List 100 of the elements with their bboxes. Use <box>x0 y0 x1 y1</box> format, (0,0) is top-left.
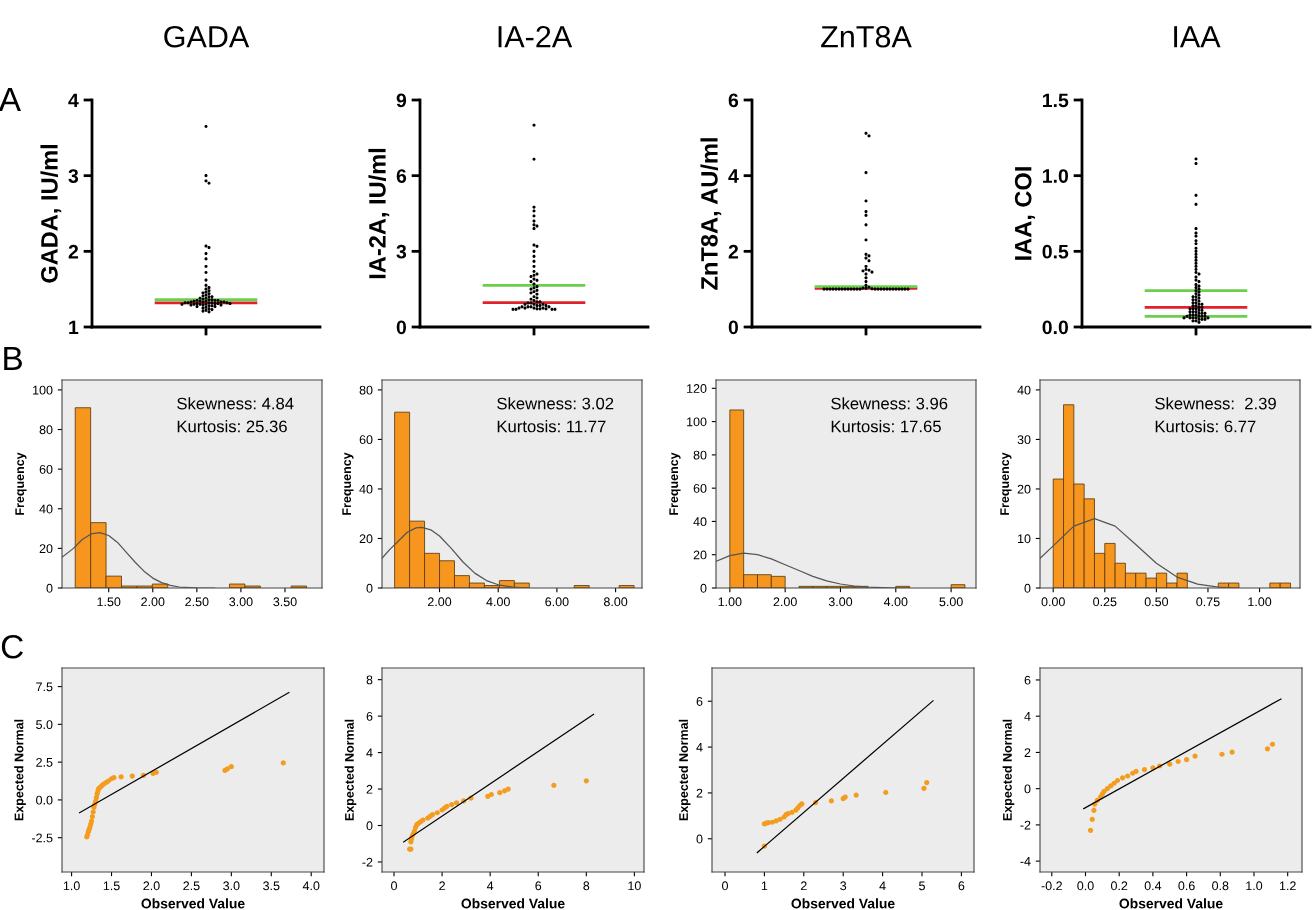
y-tick-label: 0 <box>1024 583 1031 593</box>
x-tick-label: 3.00 <box>828 597 853 607</box>
y-tick-label: 20 <box>359 534 373 544</box>
y-tick-label: 4 <box>1024 712 1031 721</box>
y-tick-label: 2.5 <box>36 757 53 767</box>
x-tick-label: 1 <box>761 881 768 891</box>
y-axis-title: Frequency <box>1000 452 1012 515</box>
y-axis-title: Expected Normal <box>678 719 691 821</box>
chart-title: C <box>1 634 23 659</box>
chart-title: ZnT8A <box>821 25 912 48</box>
y-axis-title: ZnT8A, AU/ml <box>700 138 722 290</box>
y-tick-label: 80 <box>39 425 53 435</box>
x-tick-label: 0.0 <box>1077 881 1094 891</box>
y-tick-label: 5.0 <box>36 720 53 730</box>
y-tick-label: -2.5 <box>31 833 53 843</box>
y-tick-label: -4 <box>1020 857 1031 866</box>
x-tick-label: 6.00 <box>545 597 569 607</box>
y-tick-label: 80 <box>359 385 373 395</box>
y-tick-label: 3 <box>68 169 79 183</box>
x-tick-label: 4 <box>879 881 886 891</box>
x-tick-label: 8 <box>583 881 590 891</box>
y-tick-label: 0 <box>700 583 707 593</box>
x-tick-label: 2.00 <box>427 597 452 607</box>
y-tick-label: 2 <box>1024 748 1031 757</box>
x-tick-label: 2.00 <box>141 597 165 607</box>
x-tick-label: 1.0 <box>1246 881 1263 891</box>
y-axis-title: Frequency <box>15 452 27 515</box>
x-tick-label: 4.00 <box>486 597 510 607</box>
y-tick-label: 2 <box>728 244 739 259</box>
annotation: Kurtosis: 6.77 <box>1155 420 1256 433</box>
y-tick-label: 0.0 <box>1042 320 1069 335</box>
x-tick-label: 1.5 <box>103 881 120 891</box>
y-tick-label: 0 <box>366 821 373 831</box>
x-tick-label: 6 <box>535 881 542 891</box>
y-axis-title: Expected Normal <box>344 719 357 821</box>
x-tick-label: 1.2 <box>1279 881 1296 891</box>
y-tick-label: 2 <box>366 784 373 794</box>
annotation: Kurtosis: 25.36 <box>177 420 287 433</box>
chart-title: IA-2A <box>498 25 573 48</box>
chart-title: IAA <box>1174 26 1221 48</box>
annotation: Skewness: 2.39 <box>1155 397 1276 410</box>
y-tick-label: 0 <box>396 320 407 335</box>
x-axis-title: Observed Value <box>1119 898 1223 909</box>
x-tick-label: 2 <box>800 881 807 891</box>
y-tick-label: 3 <box>396 244 407 259</box>
x-tick-label: 5 <box>919 881 925 891</box>
y-tick-label: 0 <box>696 834 703 844</box>
y-tick-label: 1 <box>69 320 79 335</box>
y-tick-label: 40 <box>359 484 373 494</box>
y-tick-label: 120 <box>687 384 707 393</box>
y-tick-label: 80 <box>693 450 707 460</box>
x-tick-label: 4.0 <box>302 881 320 891</box>
x-tick-label: 0.00 <box>1041 597 1065 607</box>
chart-title: GADA <box>164 25 250 48</box>
x-tick-label: 1.00 <box>1248 597 1272 607</box>
y-tick-label: 0.0 <box>36 795 53 805</box>
x-tick-label: 2.50 <box>185 597 209 607</box>
y-tick-label: 0.5 <box>1042 244 1069 259</box>
y-axis-title: Frequency <box>342 452 354 515</box>
y-tick-label: 6 <box>366 711 373 721</box>
annotation: Skewness: 4.84 <box>177 397 294 410</box>
x-tick-label: 0.4 <box>1144 881 1162 891</box>
y-tick-label: 20 <box>1017 484 1031 494</box>
x-tick-label: 6 <box>958 881 965 891</box>
x-tick-label: 3.0 <box>223 881 240 891</box>
y-tick-label: 0 <box>728 320 739 335</box>
y-tick-label: 30 <box>1017 435 1031 445</box>
y-tick-label: 60 <box>39 464 53 474</box>
x-tick-label: 2.00 <box>773 597 797 607</box>
x-axis-title: Observed Value <box>461 898 565 909</box>
annotation: Skewness: 3.96 <box>831 397 948 410</box>
x-tick-label: 2 <box>439 881 445 891</box>
y-axis-title: IA-2A, IU/ml <box>368 148 390 279</box>
chart-title: B <box>4 346 22 370</box>
y-axis-title: GADA, IU/ml <box>40 144 62 283</box>
y-tick-label: 1.0 <box>1043 169 1069 183</box>
x-tick-label: 0.6 <box>1178 881 1195 891</box>
y-tick-label: 9 <box>396 93 407 108</box>
x-tick-label: 2.5 <box>183 881 200 891</box>
y-tick-label: 20 <box>39 544 53 554</box>
y-tick-label: 40 <box>39 504 53 514</box>
x-tick-label: 1.50 <box>97 597 121 607</box>
y-tick-label: 1.5 <box>1043 93 1069 108</box>
y-tick-label: 4 <box>728 169 739 183</box>
y-tick-label: 60 <box>359 435 373 445</box>
x-tick-label: 5.00 <box>939 597 963 607</box>
y-axis-title: Frequency <box>669 452 681 515</box>
x-axis-title: Observed Value <box>791 898 895 909</box>
x-tick-label: 10 <box>628 881 641 891</box>
y-tick-label: 2 <box>68 244 79 259</box>
y-axis-title: Expected Normal <box>1002 719 1015 821</box>
annotation: Kurtosis: 17.65 <box>831 420 941 433</box>
x-tick-label: 1.00 <box>718 597 742 607</box>
y-tick-label: 0 <box>1024 784 1031 794</box>
y-tick-label: -2 <box>1020 820 1031 830</box>
x-tick-label: 0.50 <box>1144 597 1169 607</box>
x-tick-label: -0.2 <box>1041 881 1062 891</box>
x-tick-label: 3 <box>840 881 847 891</box>
x-tick-label: 3.50 <box>273 597 297 607</box>
annotation: Skewness: 3.02 <box>497 397 614 410</box>
